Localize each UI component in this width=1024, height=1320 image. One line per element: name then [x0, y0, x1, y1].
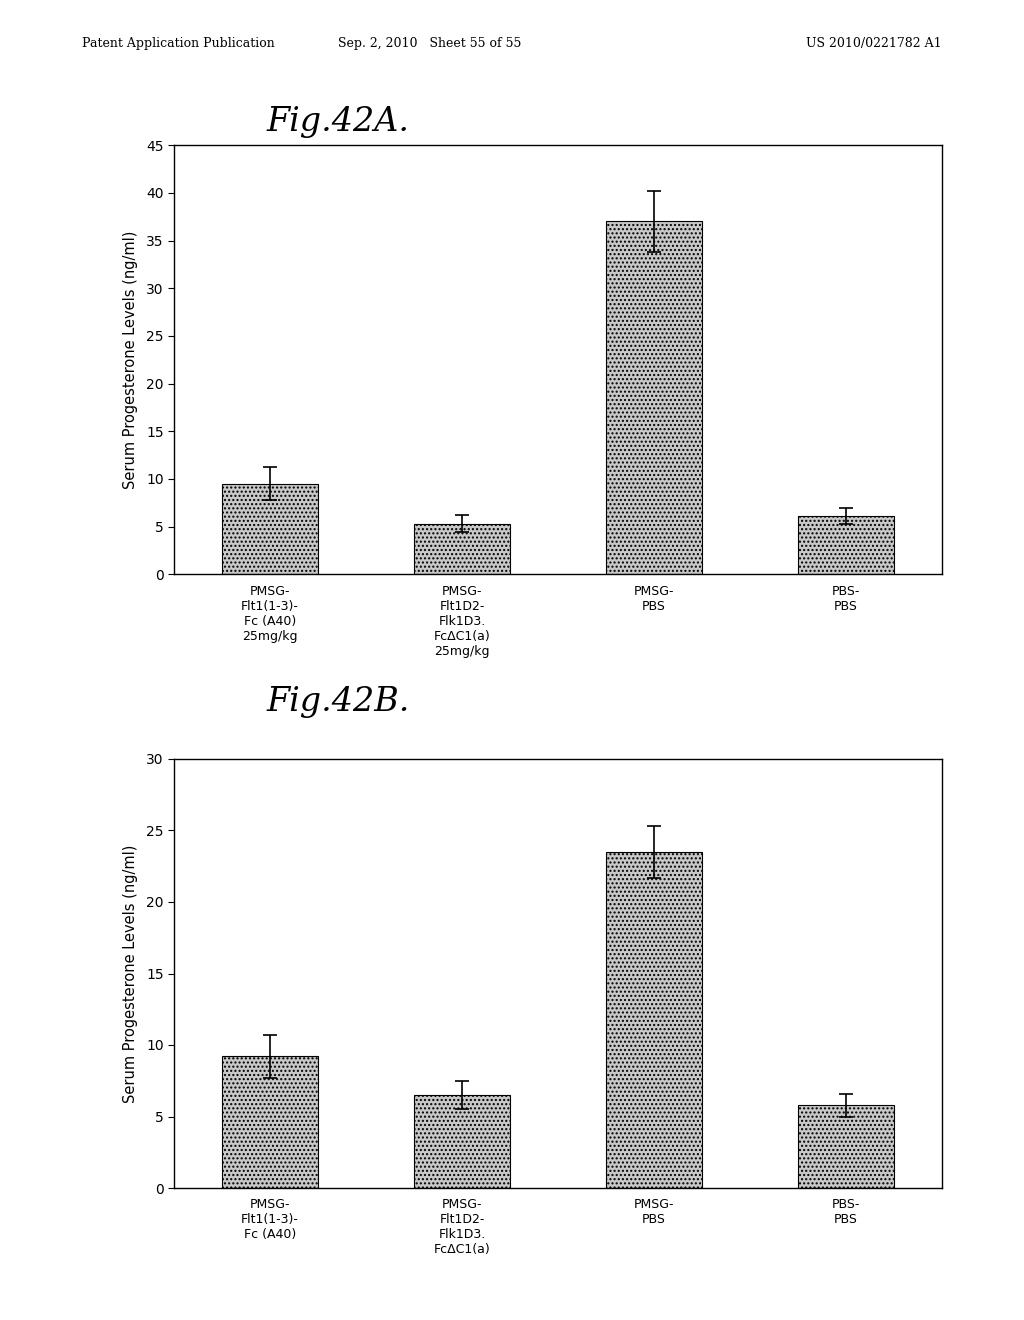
Y-axis label: Serum Progesterone Levels (ng/ml): Serum Progesterone Levels (ng/ml) [123, 231, 137, 488]
Text: Sep. 2, 2010   Sheet 55 of 55: Sep. 2, 2010 Sheet 55 of 55 [338, 37, 522, 50]
Bar [606, 851, 702, 1188]
Bar [222, 483, 318, 574]
Bar [414, 524, 510, 574]
Bar [798, 516, 894, 574]
Text: Fig.42B.: Fig.42B. [266, 686, 410, 718]
Y-axis label: Serum Progesterone Levels (ng/ml): Serum Progesterone Levels (ng/ml) [123, 845, 137, 1102]
Text: Patent Application Publication: Patent Application Publication [82, 37, 274, 50]
Text: Fig.42A.: Fig.42A. [266, 106, 410, 137]
Bar [798, 1105, 894, 1188]
Text: US 2010/0221782 A1: US 2010/0221782 A1 [807, 37, 942, 50]
Bar [222, 1056, 318, 1188]
Bar [606, 222, 702, 574]
Bar [414, 1096, 510, 1188]
